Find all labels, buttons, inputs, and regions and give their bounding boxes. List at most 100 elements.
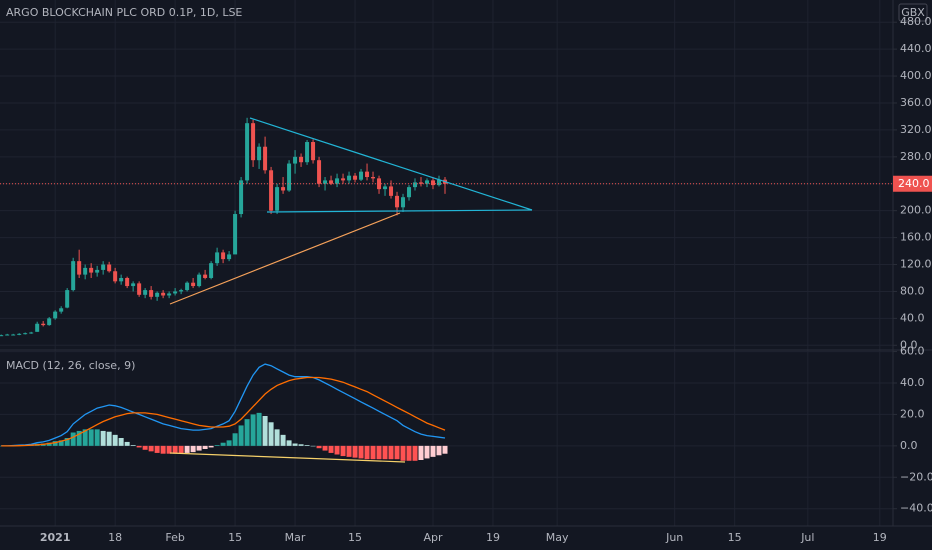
candle-body <box>107 264 112 272</box>
y-tick-label: 440.0 <box>900 42 932 55</box>
candle-body <box>53 311 58 319</box>
histogram-bar <box>208 445 214 448</box>
currency-box[interactable] <box>898 3 928 22</box>
histogram-bar <box>106 431 112 446</box>
y-tick-label: 360.0 <box>900 96 932 109</box>
y-tick-label: −40.0 <box>900 502 932 515</box>
histogram-bar <box>190 445 196 453</box>
histogram-bar <box>418 445 424 460</box>
candle-body <box>0 335 4 337</box>
histogram-bar <box>76 430 82 446</box>
histogram-bar <box>370 445 376 460</box>
candle-body <box>179 290 184 292</box>
candle-body <box>371 177 376 179</box>
candle-body <box>101 264 106 270</box>
candle-body <box>257 146 262 161</box>
histogram-bar <box>406 445 412 461</box>
histogram-bar <box>334 445 340 455</box>
candle-body <box>23 333 28 335</box>
x-tick-label: 15 <box>728 531 742 544</box>
histogram-bar <box>124 441 130 446</box>
candle-body <box>35 323 40 332</box>
candle-body <box>245 123 250 181</box>
histogram-bar <box>286 440 292 446</box>
histogram-bar <box>220 442 226 446</box>
candle-body <box>41 323 46 326</box>
candle-body <box>155 292 160 297</box>
histogram-bar <box>94 429 100 446</box>
candle-body <box>233 214 238 255</box>
histogram-bar <box>70 432 76 446</box>
candle-body <box>143 290 148 295</box>
x-tick-label: 15 <box>348 531 362 544</box>
candle-body <box>137 283 142 295</box>
candle-body <box>431 180 436 186</box>
trend-line[interactable] <box>169 212 401 305</box>
candle-body <box>215 252 220 264</box>
candle-body <box>131 283 136 287</box>
candle-body <box>59 308 64 312</box>
candle-body <box>89 267 94 273</box>
last-price-label: 240.0 <box>898 177 930 190</box>
histogram-bar <box>274 429 280 446</box>
candle-body <box>161 292 166 296</box>
candle-body <box>221 252 226 260</box>
histogram-bar <box>310 445 316 447</box>
histogram-bar <box>166 445 172 454</box>
currency[interactable]: GBX <box>901 6 925 19</box>
candle-body <box>77 261 82 275</box>
candle-body <box>329 180 334 184</box>
histogram-bar <box>388 445 394 460</box>
candle-body <box>389 186 394 196</box>
candle-body <box>83 267 88 275</box>
candle-body <box>419 182 424 184</box>
candle-body <box>11 334 16 336</box>
histogram-bar <box>82 429 88 446</box>
histogram-bar <box>118 438 124 446</box>
histogram-bar <box>346 445 352 457</box>
candle-body <box>305 142 310 163</box>
histogram-bar <box>292 443 298 446</box>
signal-line <box>1 376 446 447</box>
macd-line <box>1 363 446 447</box>
y-tick-label: 280.0 <box>900 150 932 163</box>
histogram-bar <box>394 445 400 460</box>
histogram-bar <box>316 445 322 449</box>
histogram-bar <box>328 445 334 453</box>
y-tick-label: 480.0 <box>900 15 932 28</box>
chart-title: ARGO BLOCKCHAIN PLC ORD 0.1P, 1D, LSE <box>6 6 242 19</box>
candle-body <box>281 187 286 191</box>
candle-body <box>119 277 124 282</box>
y-tick-label: 40.0 <box>900 311 925 324</box>
x-tick-label: 19 <box>486 531 500 544</box>
candle-body <box>377 178 382 190</box>
candle-body <box>65 290 70 308</box>
histogram-bar <box>262 416 268 446</box>
histogram-bar <box>196 445 202 451</box>
candle-body <box>203 274 208 278</box>
candle-body <box>17 333 22 335</box>
histogram-bar <box>100 430 106 446</box>
trend-line[interactable] <box>249 117 533 211</box>
candle-body <box>263 146 268 171</box>
histogram-bar <box>358 445 364 459</box>
candle-body <box>317 160 322 184</box>
histogram-bar <box>250 414 256 446</box>
histogram-bar <box>130 445 136 446</box>
histogram-bar <box>280 434 286 446</box>
candle-body <box>407 187 412 198</box>
histogram-bar <box>268 422 274 446</box>
histogram-bar <box>322 445 328 451</box>
trend-line[interactable] <box>266 209 533 213</box>
candle-body <box>323 180 328 184</box>
histogram-bar <box>160 445 166 454</box>
histogram-bar <box>382 445 388 460</box>
trend-line[interactable] <box>169 452 406 463</box>
histogram-bar <box>52 441 58 446</box>
candle-body <box>185 282 190 291</box>
candle-body <box>5 334 10 336</box>
y-tick-label: 80.0 <box>900 284 925 297</box>
candle-body <box>365 171 370 178</box>
histogram-bar <box>202 445 208 449</box>
candle-body <box>311 142 316 161</box>
